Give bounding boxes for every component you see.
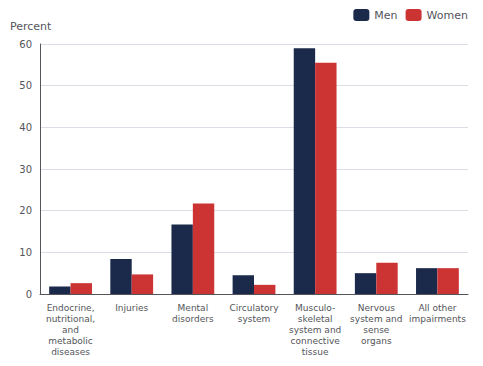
svg-text:0: 0: [26, 289, 32, 300]
svg-text:Musculo-: Musculo-: [295, 303, 335, 313]
svg-text:metabolic: metabolic: [48, 336, 93, 346]
svg-text:Endocrine,: Endocrine,: [47, 303, 95, 313]
svg-text:50: 50: [19, 80, 32, 91]
svg-text:Injuries: Injuries: [115, 303, 148, 313]
svg-text:40: 40: [19, 122, 32, 133]
svg-text:Mental: Mental: [178, 303, 209, 313]
svg-text:connective: connective: [291, 336, 341, 346]
svg-text:Nervous: Nervous: [358, 303, 396, 313]
svg-text:nutritional,: nutritional,: [46, 314, 95, 324]
svg-text:disorders: disorders: [172, 314, 214, 324]
svg-text:Percent: Percent: [10, 20, 52, 33]
svg-text:skeletal: skeletal: [298, 314, 333, 324]
svg-text:All other: All other: [418, 303, 456, 313]
svg-text:impairments: impairments: [409, 314, 466, 324]
svg-text:and: and: [62, 325, 79, 335]
svg-text:60: 60: [19, 39, 32, 50]
svg-text:10: 10: [19, 247, 32, 258]
svg-text:30: 30: [19, 164, 32, 175]
svg-text:Men: Men: [374, 9, 397, 22]
svg-text:Women: Women: [427, 9, 468, 22]
svg-text:20: 20: [19, 205, 32, 216]
svg-text:diseases: diseases: [51, 347, 90, 357]
svg-text:Circulatory: Circulatory: [229, 303, 279, 313]
svg-text:sense: sense: [363, 325, 390, 335]
svg-text:system: system: [238, 314, 271, 324]
svg-text:system and: system and: [350, 314, 402, 324]
svg-text:organs: organs: [361, 336, 392, 346]
svg-text:tissue: tissue: [302, 347, 329, 357]
svg-text:system and: system and: [289, 325, 341, 335]
